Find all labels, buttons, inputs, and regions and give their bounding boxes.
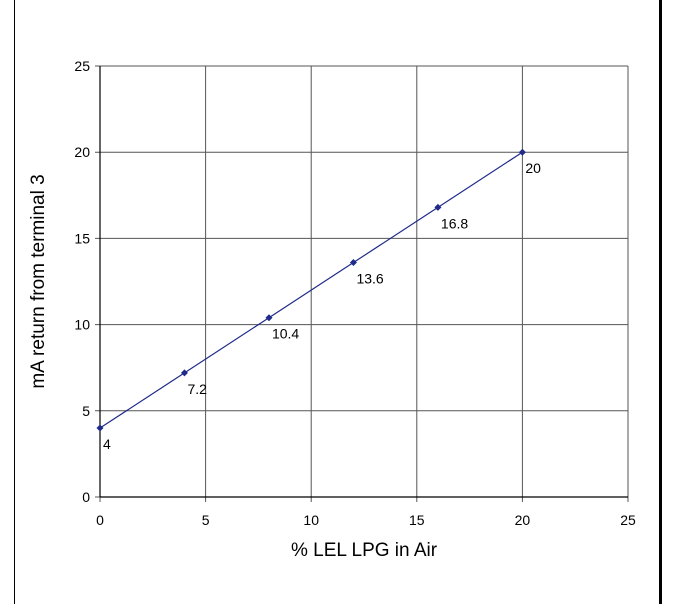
data-point-marker xyxy=(434,203,442,211)
y-axis-title: mA return from terminal 3 xyxy=(28,174,49,388)
y-tick-label: 10 xyxy=(74,317,90,333)
data-point-marker xyxy=(180,369,188,377)
data-label: 20 xyxy=(525,160,541,176)
x-tick-label: 5 xyxy=(202,512,210,528)
data-labels: 4 7.2 10.4 13.6 16.8 20 xyxy=(103,160,541,452)
data-label: 16.8 xyxy=(441,215,468,231)
data-point-marker xyxy=(265,314,273,322)
x-tick-label: 0 xyxy=(96,512,104,528)
data-label: 4 xyxy=(103,436,111,452)
x-tick-label: 20 xyxy=(515,512,531,528)
x-axis-title: % LEL LPG in Air xyxy=(291,540,438,561)
tick-labels: 0 5 10 15 20 25 0 5 10 15 20 25 xyxy=(74,58,636,528)
y-tick-label: 5 xyxy=(82,403,90,419)
data-label: 7.2 xyxy=(187,381,207,397)
data-series xyxy=(96,148,526,432)
y-tick-label: 20 xyxy=(74,144,90,160)
y-tick-label: 15 xyxy=(74,230,90,246)
x-tick-label: 10 xyxy=(303,512,319,528)
y-tick-label: 0 xyxy=(82,489,90,505)
data-point-marker xyxy=(96,424,104,432)
x-tick-label: 25 xyxy=(620,512,636,528)
data-label: 10.4 xyxy=(272,326,299,342)
series-line xyxy=(99,151,523,429)
y-tick-label: 25 xyxy=(74,58,90,74)
x-tick-label: 15 xyxy=(409,512,425,528)
chart-frame xyxy=(14,0,662,604)
data-point-marker xyxy=(349,259,357,267)
data-label: 13.6 xyxy=(356,271,383,287)
data-point-marker xyxy=(518,148,526,156)
